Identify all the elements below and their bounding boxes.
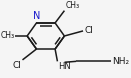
- Text: CH₃: CH₃: [65, 1, 79, 10]
- Text: NH₂: NH₂: [112, 57, 129, 66]
- Text: Cl: Cl: [85, 26, 94, 35]
- Text: CH₃: CH₃: [1, 32, 15, 40]
- Text: Cl: Cl: [13, 61, 22, 70]
- Text: HN: HN: [58, 62, 71, 71]
- Text: N: N: [33, 11, 40, 21]
